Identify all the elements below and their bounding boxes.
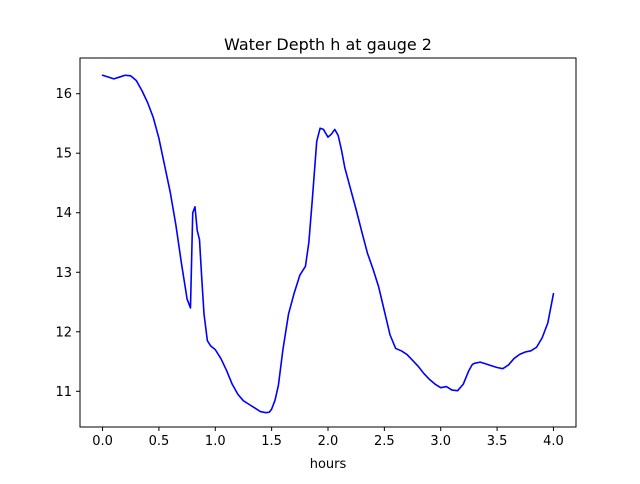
x-tick-label: 2.5: [374, 434, 395, 449]
y-tick-label: 13: [55, 266, 72, 281]
x-tick-label: 1.0: [205, 434, 226, 449]
x-tick-label: 3.0: [430, 434, 451, 449]
y-tick-label: 12: [55, 325, 72, 340]
series-line-0: [101, 74, 555, 414]
y-tick-label: 11: [55, 385, 72, 400]
x-tick-label: 2.0: [318, 434, 339, 449]
x-tick-label: 0.0: [92, 434, 113, 449]
x-tick-label: 3.5: [487, 434, 508, 449]
x-tick-label: 4.0: [543, 434, 564, 449]
x-tick-label: 0.5: [149, 434, 170, 449]
x-tick-label: 1.5: [261, 434, 282, 449]
x-axis-label: hours: [310, 457, 347, 472]
y-tick-label: 14: [55, 206, 72, 221]
chart-title: Water Depth h at gauge 2: [224, 35, 432, 54]
y-tick-label: 16: [55, 87, 72, 102]
y-tick-label: 15: [55, 147, 72, 162]
